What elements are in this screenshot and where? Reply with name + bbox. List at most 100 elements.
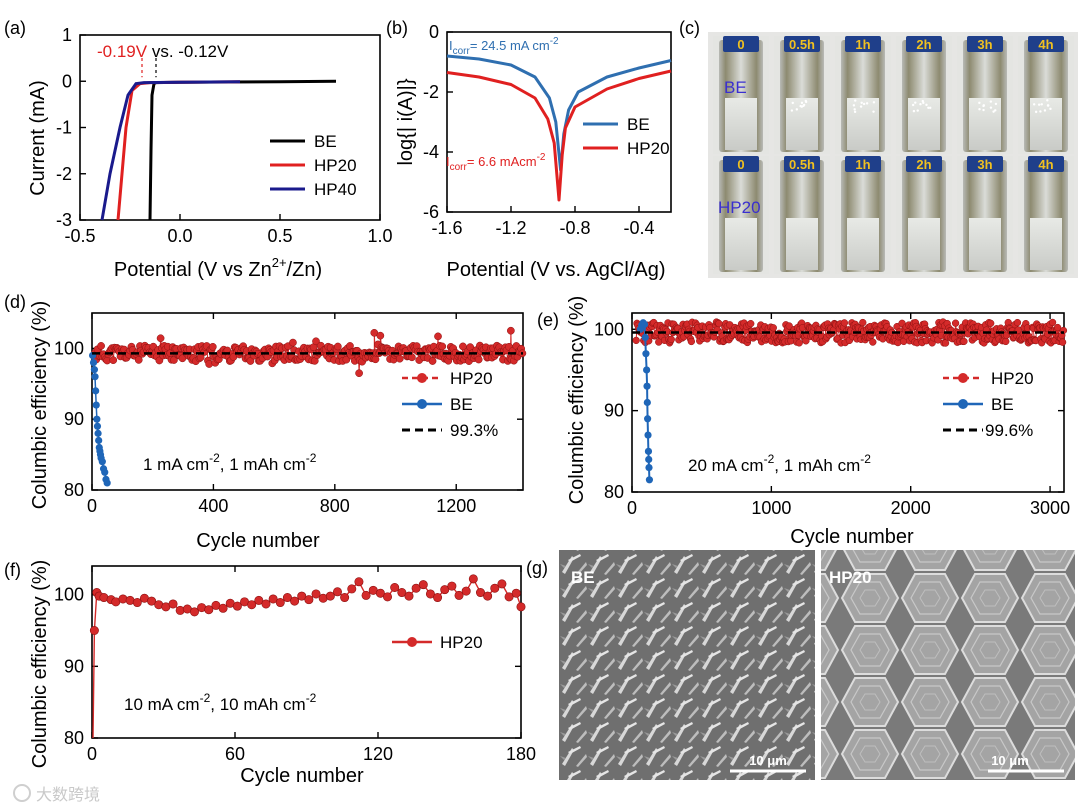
data-point-hp20 (433, 593, 443, 603)
data-point-hp20 (134, 356, 143, 364)
data-point-hp20 (347, 584, 357, 594)
data-point-hp20 (254, 595, 264, 605)
gas-bubble (795, 108, 799, 111)
y-tick-label: -1 (56, 118, 72, 138)
y-tick-label: 80 (604, 482, 624, 502)
panel-f-label: (f) (4, 560, 21, 580)
plot-frame (91, 312, 524, 491)
legend-label-hp40: HP40 (314, 180, 357, 199)
y-tick-label: 100 (594, 319, 624, 339)
vial-cap (784, 156, 820, 172)
data-point-hp20 (438, 342, 447, 351)
data-point-hp20 (440, 585, 450, 595)
panel-a-series (100, 58, 337, 221)
data-point-hp20 (355, 369, 363, 378)
photo-row-label-hp20: HP20 (718, 198, 761, 217)
legend-label-hp20: HP20 (314, 156, 357, 175)
panel-f-legend: HP20 (392, 633, 483, 652)
y-tick-label: 100 (54, 338, 84, 358)
x-tick-label: 60 (225, 744, 245, 764)
gas-bubble (860, 101, 863, 104)
data-point-hp20 (97, 342, 105, 350)
data-point-hp20 (747, 319, 755, 328)
gas-bubble (1046, 99, 1049, 102)
x-tick-label: 3000 (1030, 498, 1070, 518)
data-point-be (644, 447, 653, 455)
data-point-hp20 (483, 591, 493, 601)
data-point-hp20 (397, 588, 407, 598)
gas-bubble (994, 109, 997, 112)
data-point-hp20 (795, 339, 803, 347)
panel-b-icorr-be: Icorr= 24.5 mA cm-2 (449, 36, 559, 57)
gas-bubble (854, 99, 857, 102)
gas-bubble (862, 102, 866, 106)
data-point-hp20 (289, 338, 297, 347)
panel-a-ylabel: Current (mA) (27, 80, 49, 196)
data-point-hp20 (311, 589, 321, 599)
data-point-hp20 (208, 342, 217, 351)
data-point-hp20 (390, 582, 400, 592)
legend-label-hp20: HP20 (627, 139, 670, 158)
data-point-hp20 (425, 589, 435, 599)
gas-bubble (1032, 103, 1036, 106)
x-tick-label: 1.0 (367, 226, 392, 246)
series-line-hp20 (116, 80, 241, 221)
data-point-hp20 (667, 335, 675, 344)
gas-bubble (791, 101, 794, 105)
data-point-hp20 (334, 342, 342, 351)
panel-a-xlabel: Potential (V vs Zn2+/Zn) (114, 255, 322, 281)
vial-cap (845, 36, 881, 52)
vial-liquid (908, 98, 940, 150)
data-point-be (642, 350, 650, 358)
data-point-be (91, 373, 99, 381)
panel-b-axes: -1.6 -1.2 -0.8 -0.4 0 -2 -4 -6 (423, 22, 672, 238)
data-point-hp20 (475, 588, 485, 598)
vial-cap (967, 156, 1003, 172)
y-tick-label: 90 (64, 409, 84, 429)
data-point-hp20 (261, 599, 271, 609)
data-point-hp20 (434, 332, 442, 341)
vial-time-label: 0 (737, 157, 744, 172)
data-point-hp20 (418, 580, 428, 590)
panel-f-ylabel: Columbic efficiency (%) (29, 560, 51, 769)
data-point-hp20 (632, 336, 640, 345)
panel-c-label: (c) (679, 18, 700, 38)
gas-bubble (911, 103, 915, 107)
sem-label-hp20: HP20 (829, 568, 872, 587)
data-point-hp20 (275, 598, 285, 608)
data-point-hp20 (404, 591, 414, 601)
gas-bubble (802, 104, 805, 108)
data-point-be (89, 358, 98, 367)
sem-label-be: BE (571, 568, 595, 587)
data-point-be (643, 366, 651, 374)
series-line-hp40 (100, 80, 241, 221)
data-point-hp20 (1002, 337, 1010, 346)
vial-liquid (725, 218, 757, 270)
panel-e-ylabel: Columbic efficiency (%) (566, 296, 588, 505)
x-tick-label: 0.5 (267, 226, 292, 246)
photo-row-label-be: BE (724, 78, 747, 97)
vial-time-label: 1h (855, 37, 870, 52)
watermark-logo-icon (13, 784, 31, 802)
gas-bubble (799, 104, 802, 108)
panel-f: (f) 0 60 120 180 80 90 100 Columbic efficiency… (4, 560, 536, 787)
vial-liquid (786, 218, 818, 270)
data-point-hp20 (332, 587, 342, 597)
data-point-be (645, 455, 653, 464)
legend-label-hp20: HP20 (450, 369, 493, 388)
vial-liquid (969, 98, 1001, 150)
x-tick-label: -0.4 (623, 218, 654, 238)
legend-label-be: BE (991, 395, 1014, 414)
vial-cap (723, 36, 759, 52)
vial-photo-grid: 0 0.5h 1h 2h 3h 4h 0 0.5h 1h 2h 3h 4h (713, 36, 1074, 274)
vial-cap (1028, 156, 1064, 172)
vial-cap (845, 156, 881, 172)
vial-cap (1028, 36, 1064, 52)
gas-bubble (852, 104, 856, 107)
gas-bubble (992, 110, 995, 113)
gas-bubble (1037, 103, 1041, 106)
gas-bubble (994, 102, 998, 106)
y-tick-label: -6 (423, 202, 439, 222)
data-point-hp20 (408, 353, 416, 362)
panel-a-annotation: -0.19V vs. -0.12V (97, 42, 229, 61)
